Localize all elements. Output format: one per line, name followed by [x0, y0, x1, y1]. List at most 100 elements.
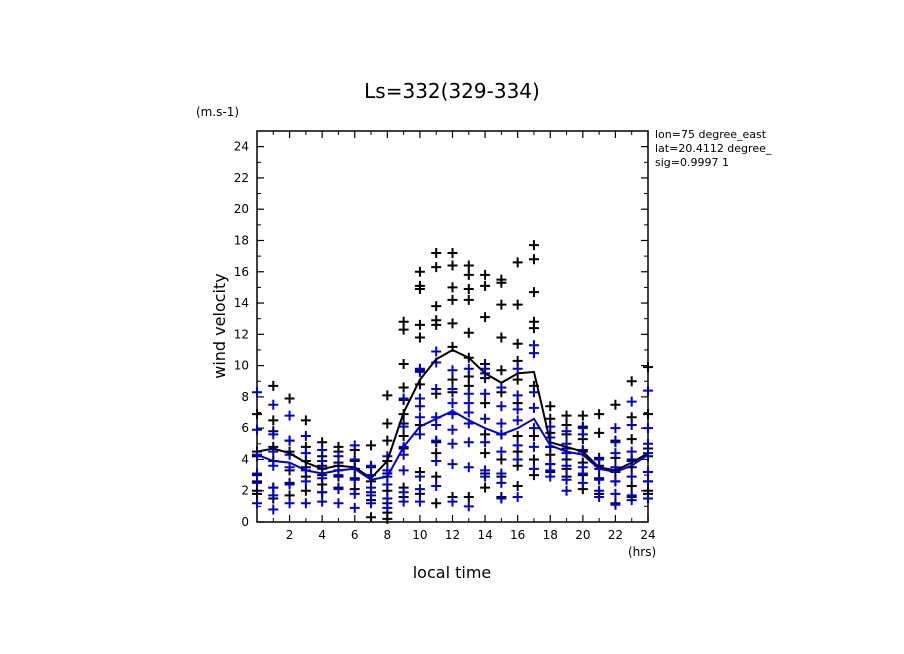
x-axis-label: local time — [413, 563, 492, 582]
data-point — [594, 491, 605, 502]
data-point — [512, 257, 523, 268]
data-point — [447, 260, 458, 271]
y-tick-label: 20 — [234, 202, 249, 216]
data-point — [480, 413, 491, 424]
annotation-sig: sig=0.9997 1 — [655, 156, 729, 169]
data-point — [447, 384, 458, 395]
x-tick-label: 6 — [351, 528, 359, 542]
data-point — [414, 401, 425, 412]
data-point — [512, 415, 523, 426]
x-tick-label: 10 — [412, 528, 427, 542]
data-point — [398, 359, 409, 370]
data-point — [463, 269, 474, 280]
data-point — [480, 482, 491, 493]
data-point — [463, 260, 474, 271]
data-point — [333, 451, 344, 462]
data-point — [528, 423, 539, 434]
data-point — [268, 399, 279, 410]
data-point — [447, 247, 458, 258]
x-tick-label: 2 — [286, 528, 294, 542]
y-tick-label: 2 — [241, 484, 249, 498]
data-point — [284, 410, 295, 421]
data-point — [480, 280, 491, 291]
y-tick-label: 24 — [234, 140, 249, 154]
data-point — [333, 498, 344, 509]
data-point — [480, 388, 491, 399]
data-point — [300, 448, 311, 459]
data-point — [414, 266, 425, 277]
data-point — [610, 437, 621, 448]
data-point — [284, 462, 295, 473]
data-point — [561, 426, 572, 437]
data-point — [512, 363, 523, 374]
data-point — [284, 479, 295, 490]
data-point — [398, 465, 409, 476]
y-tick-label: 16 — [234, 265, 249, 279]
x-tick-label: 18 — [543, 528, 558, 542]
data-point — [447, 374, 458, 385]
data-point — [300, 415, 311, 426]
data-point — [577, 468, 588, 479]
data-point — [284, 393, 295, 404]
annotation-lon: lon=75 degree_east — [655, 128, 767, 141]
data-point — [349, 440, 360, 451]
data-point — [366, 498, 377, 509]
data-point — [398, 393, 409, 404]
data-point — [496, 446, 507, 457]
series-line — [256, 348, 649, 480]
data-point — [398, 487, 409, 498]
data-point — [463, 294, 474, 305]
data-point — [317, 496, 328, 507]
data-point — [496, 382, 507, 393]
data-point — [463, 363, 474, 374]
data-point — [268, 429, 279, 440]
data-point — [643, 409, 653, 420]
data-point — [594, 454, 605, 465]
data-point — [431, 456, 442, 467]
data-point — [480, 448, 491, 459]
data-point — [252, 409, 262, 420]
data-point — [512, 491, 523, 502]
data-point — [447, 294, 458, 305]
data-point — [382, 435, 393, 446]
data-point — [252, 468, 262, 479]
y-tick-label: 0 — [241, 515, 249, 529]
data-point — [447, 365, 458, 376]
y-tick-label: 22 — [234, 171, 249, 185]
y-tick-label: 6 — [241, 421, 249, 435]
data-point — [382, 502, 393, 513]
data-point — [512, 390, 523, 401]
data-point — [610, 448, 621, 459]
data-point — [463, 501, 474, 512]
data-point — [284, 498, 295, 509]
data-point — [512, 404, 523, 415]
data-point — [496, 299, 507, 310]
data-point — [431, 498, 442, 509]
data-point — [496, 401, 507, 412]
data-point — [463, 407, 474, 418]
data-point — [610, 423, 621, 434]
data-point — [626, 434, 637, 445]
data-point — [431, 319, 442, 330]
data-point — [496, 332, 507, 343]
data-point — [480, 269, 491, 280]
data-point — [447, 438, 458, 449]
x-tick-label: 12 — [445, 528, 460, 542]
x-unit-label: (hrs) — [628, 545, 656, 559]
data-point — [561, 485, 572, 496]
data-point — [447, 398, 458, 409]
data-point — [528, 240, 539, 251]
data-point — [512, 299, 523, 310]
data-point — [545, 471, 556, 482]
data-point — [463, 437, 474, 448]
data-point — [333, 484, 344, 495]
data-point — [528, 463, 539, 474]
data-point — [268, 380, 279, 391]
data-point — [398, 496, 409, 507]
data-point — [463, 462, 474, 473]
data-point — [382, 390, 393, 401]
data-point — [382, 418, 393, 429]
x-tick-label: 14 — [477, 528, 492, 542]
data-point — [528, 387, 539, 398]
data-point — [252, 387, 262, 398]
